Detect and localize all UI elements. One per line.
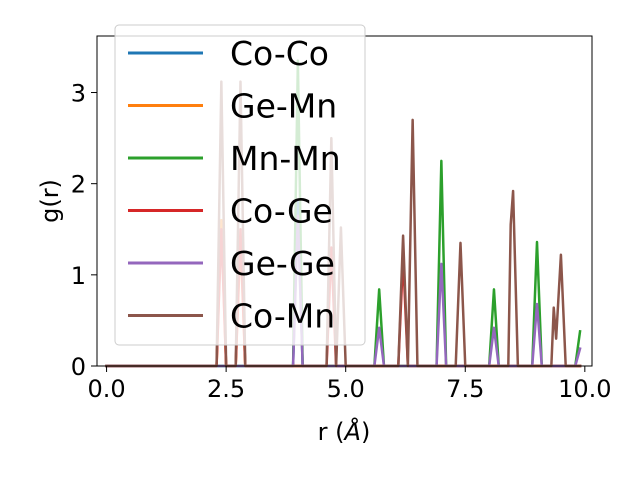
legend-label-ge-ge: Ge-Ge	[230, 244, 335, 283]
legend: Co-Co Ge-Mn Mn-Mn Co-Ge Ge-Ge Co-Mn	[114, 24, 366, 346]
legend-label-ge-mn: Ge-Mn	[230, 87, 337, 126]
x-axis-label: r (Å)	[318, 417, 371, 446]
x-tick-label: 2.5	[207, 375, 245, 403]
y-tick-label: 0	[71, 353, 86, 381]
y-axis-label: g(r)	[36, 179, 64, 223]
x-tick-label: 0.0	[87, 375, 125, 403]
x-axis-ticks: 0.0 2.5 5.0 7.5 10.0	[87, 366, 612, 403]
y-tick-label: 1	[71, 262, 86, 290]
legend-label-co-mn: Co-Mn	[230, 297, 335, 336]
y-tick-label: 3	[71, 80, 86, 108]
y-tick-label: 2	[71, 171, 86, 199]
y-axis-ticks: 0 1 2 3	[71, 80, 97, 381]
legend-label-co-co: Co-Co	[230, 34, 329, 73]
x-tick-label: 5.0	[327, 375, 365, 403]
x-tick-label: 10.0	[558, 375, 611, 403]
legend-label-mn-mn: Mn-Mn	[230, 139, 341, 178]
legend-entries: Co-Co Ge-Mn Mn-Mn Co-Ge Ge-Ge Co-Mn	[128, 34, 341, 336]
x-tick-label: 7.5	[446, 375, 484, 403]
legend-label-co-ge: Co-Ge	[230, 192, 333, 231]
